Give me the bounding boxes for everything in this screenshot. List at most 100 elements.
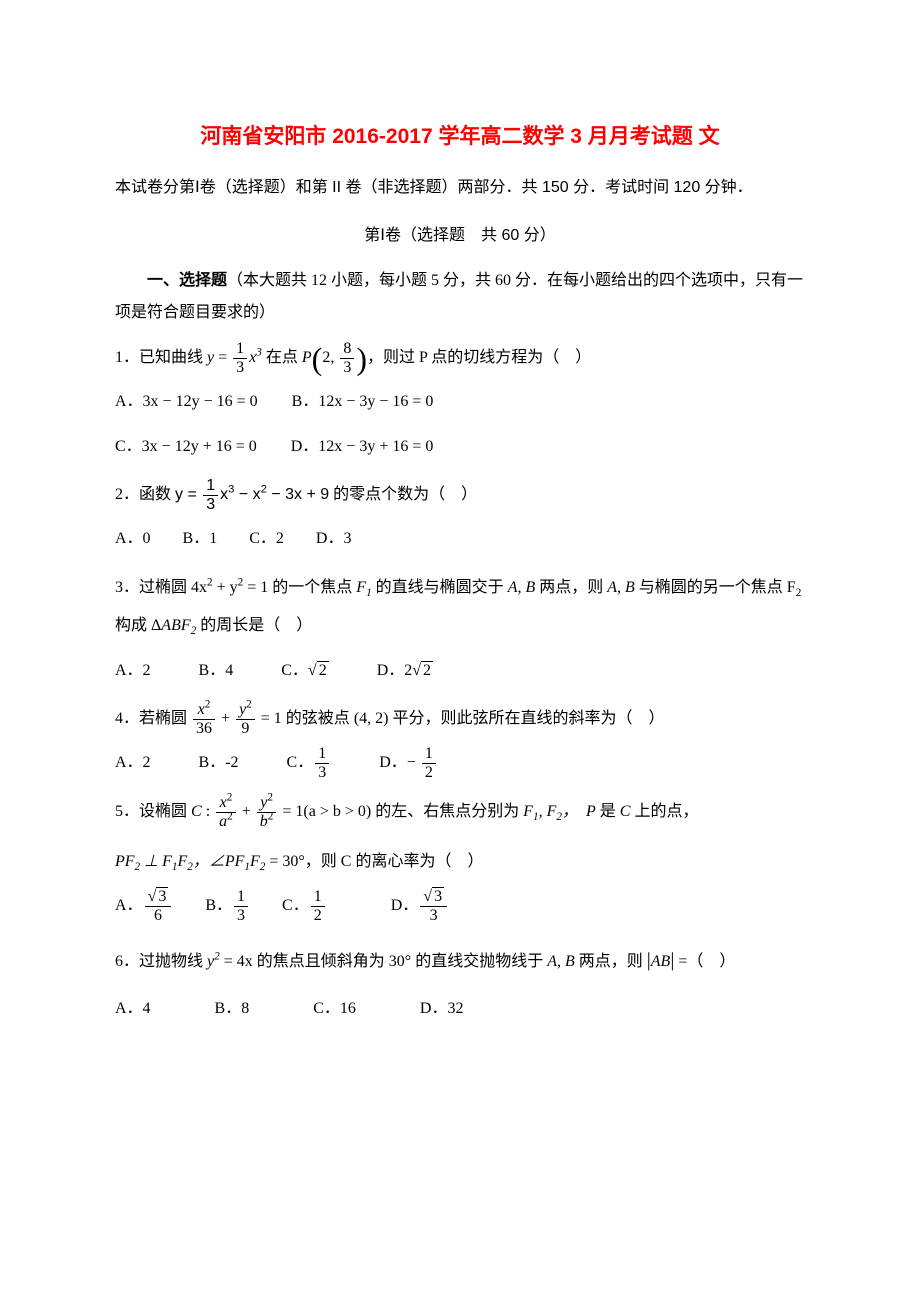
q3-eq1: = 1: [243, 579, 268, 596]
q2-y: y =: [175, 486, 201, 503]
q3-mid5: 构成 Δ: [115, 617, 161, 634]
q5-optD-den: 3: [420, 907, 447, 924]
q2-x2: − x2: [234, 486, 266, 503]
q6-mid2: 的直线交抛物线于: [411, 953, 547, 970]
q5-optD-pre: D．: [327, 897, 419, 914]
q1-frac1-num: 1: [233, 341, 247, 359]
q5-fy-num: y2: [257, 795, 277, 813]
q3-pre: 过椭圆: [139, 579, 191, 596]
section-instructions: 一、选择题（本大题共 12 小题，每小题 5 分，共 60 分．在每小题给出的四…: [115, 265, 805, 329]
q3-mid3: 两点，则: [535, 579, 607, 596]
q1-optD: D．12x − 3y + 16 = 0: [291, 428, 434, 466]
q5-optD-num: √3: [420, 889, 447, 907]
question-4: 4．若椭圆 x236 + y29 = 1 的弦被点 (4, 2) 平分，则此弦所…: [115, 700, 805, 783]
q6-30: 30°: [389, 953, 411, 970]
q5-pre: 设椭圆: [139, 803, 191, 820]
q5-mid3: 是: [596, 803, 620, 820]
q4-fx-num: x2: [193, 702, 215, 720]
q5-eq1: = 1(a > b > 0): [278, 803, 371, 820]
q5-optC-num: 1: [311, 889, 325, 907]
q6-mid: 的焦点且倾斜角为: [253, 953, 389, 970]
q6-pre: 过抛物线: [139, 953, 207, 970]
q4-fy-num: y2: [236, 702, 255, 720]
instructions-label: 一、选择题: [147, 272, 227, 289]
q1-frac2-num: 8: [340, 341, 354, 359]
q3-sqrt2-d: √2: [412, 661, 433, 679]
question-1: 1．已知曲线 y = 13x3 在点 P(2, 83)，则过 P 点的切线方程为…: [115, 339, 805, 466]
q1-options-row1: A．3x − 12y − 16 = 0 B．12x − 3y − 16 = 0: [115, 383, 805, 421]
q5-perp: ⊥ F1: [140, 853, 177, 870]
q3-tail: 的周长是（ ）: [196, 617, 312, 634]
q2-pre: 函数: [139, 486, 175, 503]
q5-optB-num: 1: [234, 889, 248, 907]
q3-mid: 的一个焦点: [268, 579, 356, 596]
q5-optA-pre: A．: [115, 897, 143, 914]
q5-F2: , F2: [539, 803, 562, 820]
q6-tail: =（ ）: [674, 953, 735, 970]
q1-pre: 已知曲线: [139, 349, 207, 366]
q2-options: A．0 B．1 C．2 D．3: [115, 520, 805, 558]
q5-fy-den: b2: [257, 813, 277, 830]
q1-optB: B．12x − 3y − 16 = 0: [292, 383, 434, 421]
q5-fx-num: x2: [216, 795, 236, 813]
q3-mid2: 的直线与椭圆交于: [372, 579, 508, 596]
q5-PF2: PF2: [115, 853, 140, 870]
q4-fy-den: 9: [236, 720, 255, 737]
q2-x3: x3: [220, 486, 234, 503]
q3-4x2: 4x2: [191, 579, 213, 596]
q1-eq: =: [214, 349, 231, 366]
q5-optA-den: 6: [145, 907, 172, 924]
q6-4x: = 4x: [220, 953, 253, 970]
q4-plus: +: [217, 710, 234, 727]
q3-optD-pre: D．2: [329, 662, 413, 679]
q5-C2: C: [620, 803, 631, 820]
q1-optA: A．3x − 12y − 16 = 0: [115, 383, 258, 421]
q2-tail: 的零点个数为（ ）: [329, 486, 477, 503]
q5-optA-num: √3: [145, 889, 172, 907]
q3-optAB: A．2 B．4 C．: [115, 662, 308, 679]
q1-post: 在点: [262, 349, 302, 366]
q1-frac2-den: 3: [340, 359, 354, 376]
q5-mid: 的左、右焦点分别为: [371, 803, 523, 820]
q6-AB: A, B: [547, 953, 575, 970]
question-2: 2．函数 y = 13x3 − x2 − 3x + 9 的零点个数为（ ） A．…: [115, 476, 805, 559]
q4-optC-den: 3: [315, 764, 329, 781]
q3-ABF2: ABF2: [161, 617, 196, 634]
q5-tail: ，则 C 的离心率为（ ）: [305, 853, 484, 870]
q2-rest: − 3x + 9: [267, 486, 329, 503]
question-3: 3．过椭圆 4x2 + y2 = 1 的一个焦点 F1 的直线与椭圆交于 A, …: [115, 569, 805, 690]
exam-title: 河南省安阳市 2016-2017 学年高二数学 3 月月考试题 文: [115, 120, 805, 154]
q4-options: A．2 B．-2 C．13 D．− 12: [115, 744, 805, 782]
q4-eq1: = 1: [257, 710, 282, 727]
q5-options: A．√36 B．13 C．12 D．√33: [115, 887, 805, 925]
q4-optC-num: 1: [315, 746, 329, 764]
q1-num: 1．: [115, 349, 139, 366]
q3-F1: F1: [356, 579, 371, 596]
q5-num: 5．: [115, 803, 139, 820]
q3-mid4: 与椭圆的另一个焦点 F2: [635, 579, 802, 596]
exam-intro: 本试卷分第Ⅰ卷（选择题）和第 II 卷（非选择题）两部分．共 150 分．考试时…: [115, 172, 805, 204]
q4-mid: 的弦被点: [282, 710, 354, 727]
q4-num: 4．: [115, 710, 139, 727]
q4-pre: 若椭圆: [139, 710, 191, 727]
q5-optC-den: 2: [311, 907, 325, 924]
section-1-header: 第Ⅰ卷（选择题 共 60 分）: [115, 218, 805, 253]
q4-pt: (4, 2): [354, 710, 389, 727]
q3-y2: + y2: [213, 579, 244, 596]
exam-page: 河南省安阳市 2016-2017 学年高二数学 3 月月考试题 文 本试卷分第Ⅰ…: [0, 0, 920, 1118]
q6-mid3: 两点，则: [575, 953, 647, 970]
q4-optD-pre: D．−: [331, 754, 420, 771]
q5-colon: :: [202, 803, 214, 820]
q2-num: 2．: [115, 486, 139, 503]
q1-paren-close: ): [356, 340, 367, 376]
q6-AB2: AB: [651, 953, 671, 970]
q5-optB-pre: B．: [173, 897, 232, 914]
question-6: 6．过抛物线 y2 = 4x 的焦点且倾斜角为 30° 的直线交抛物线于 A, …: [115, 936, 805, 1028]
q4-optD-den: 2: [422, 764, 436, 781]
q5-plus: +: [238, 803, 255, 820]
q5-F2c: F2: [250, 853, 265, 870]
question-5: 5．设椭圆 C : x2a2 + y2b2 = 1(a > b > 0) 的左、…: [115, 793, 805, 926]
q5-optB-den: 3: [234, 907, 248, 924]
q5-C: C: [191, 803, 202, 820]
q5-optC-pre: C．: [250, 897, 309, 914]
